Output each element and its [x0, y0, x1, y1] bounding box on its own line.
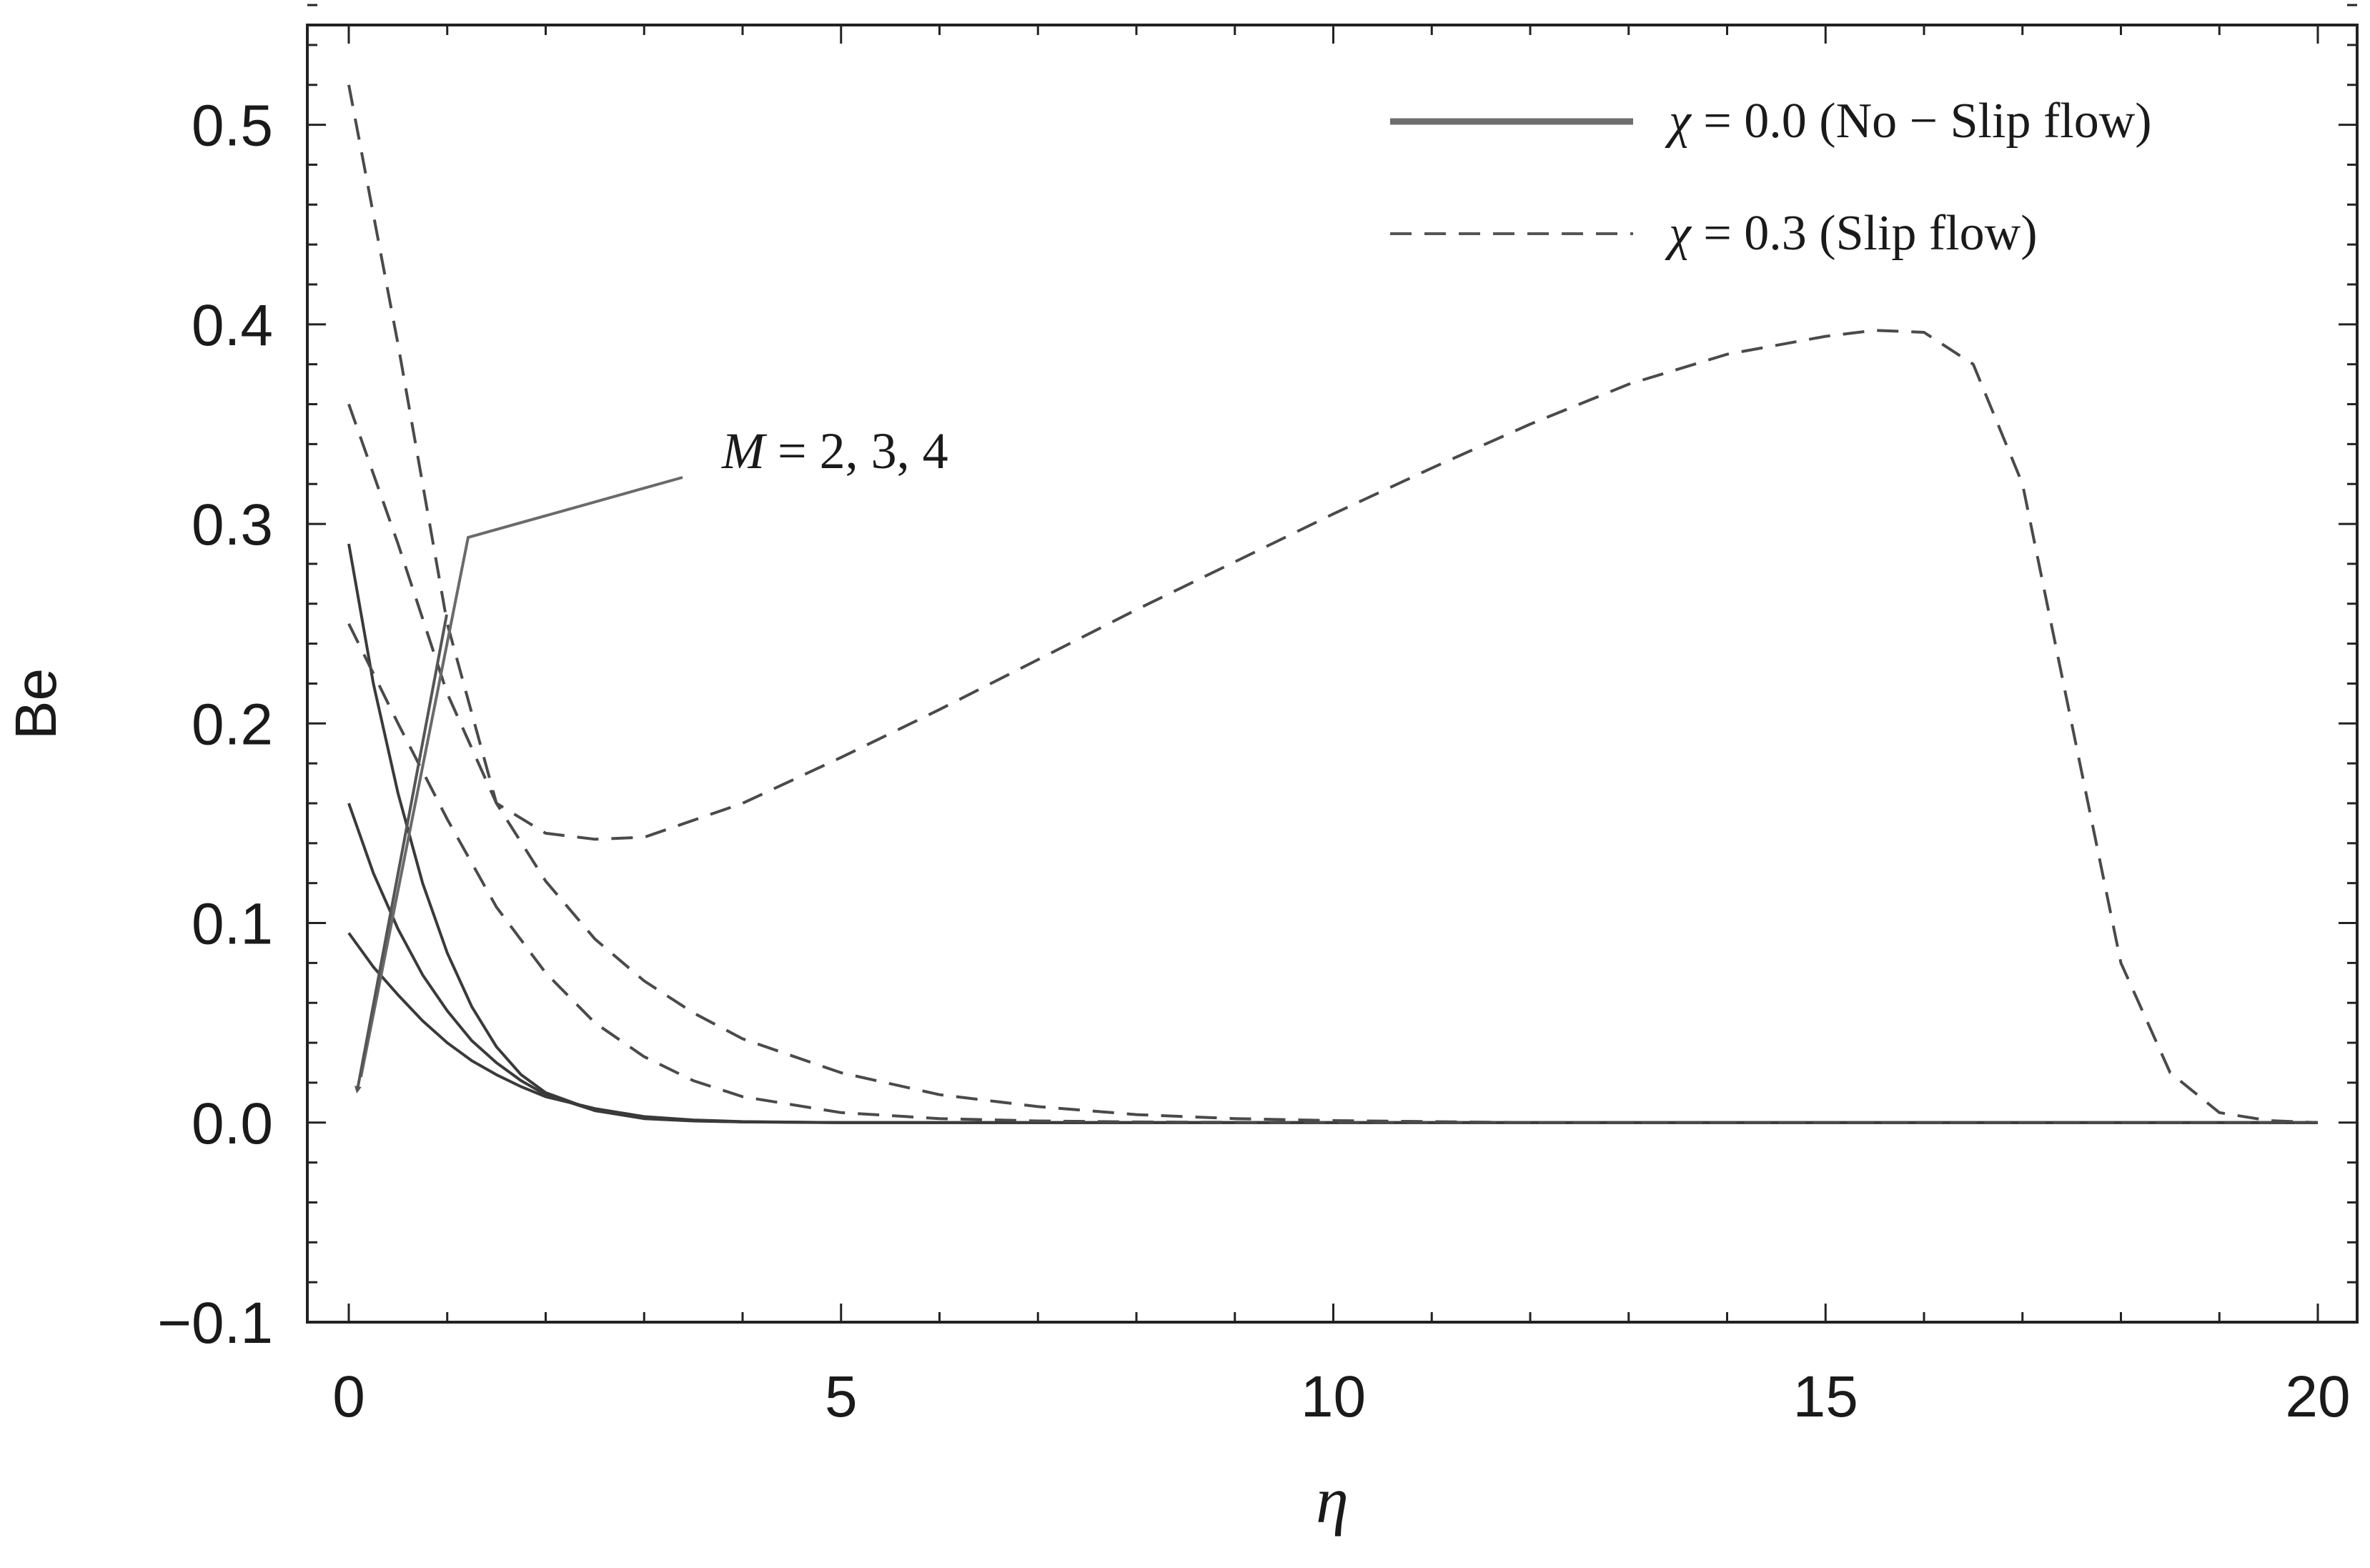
annotation-text: = 2, 3, 4: [765, 422, 948, 480]
series-layer: [347, 84, 2319, 1124]
series-line-3: [347, 84, 2319, 1124]
series-line-4: [347, 403, 2318, 1124]
annotation: M = 2, 3, 4: [354, 422, 948, 1093]
y-tick-label: 0.0: [192, 1091, 273, 1156]
x-tick-label: 5: [825, 1364, 858, 1429]
legend: χ = 0.0 (No − Slip flow) χ = 0.3 (Slip f…: [1390, 94, 2152, 261]
y-tick-label: −0.1: [157, 1291, 273, 1356]
legend-label-0: χ = 0.0 (No − Slip flow): [1665, 94, 2152, 149]
y-axis-title: Be: [4, 668, 69, 740]
x-tick-label: 10: [1301, 1364, 1366, 1429]
series-line-0: [347, 543, 2318, 1124]
y-tick-label: 0.2: [192, 692, 273, 757]
series-line-2: [347, 932, 2318, 1124]
series-line-5: [347, 622, 2318, 1124]
x-tick-label: 0: [332, 1364, 365, 1429]
y-tick-label: 0.5: [192, 94, 273, 159]
y-tick-label: 0.3: [192, 492, 273, 557]
annotation-arrow: [354, 614, 448, 1093]
x-tick-label: 15: [1793, 1364, 1858, 1429]
annotation-symbol: M: [721, 422, 768, 480]
legend-text-1: = 0.3 (Slip flow): [1691, 206, 2038, 261]
legend-symbol-0: χ: [1665, 94, 1692, 149]
legend-label-1: χ = 0.3 (Slip flow): [1665, 206, 2038, 261]
series-line-1: [347, 803, 2318, 1124]
annotation-leader-line: [360, 476, 683, 1078]
ticks-layer: 0 5 10 15 20 −0.1 0.0 0.1 0.2 0.3 0.4 0.5: [157, 4, 2357, 1429]
y-tick-label: 0.1: [192, 892, 273, 957]
legend-symbol-1: χ: [1665, 206, 1692, 261]
annotation-label: M = 2, 3, 4: [721, 422, 948, 480]
y-tick-label: 0.4: [192, 293, 273, 358]
x-tick-label: 20: [2285, 1364, 2350, 1429]
legend-text-0: = 0.0 (No − Slip flow): [1691, 94, 2152, 149]
plot-frame: [306, 24, 2359, 1324]
x-axis-title: η: [1316, 1464, 1349, 1537]
